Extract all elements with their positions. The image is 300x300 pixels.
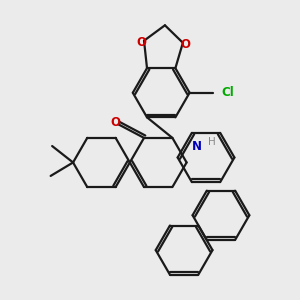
Text: H: H [208,137,216,148]
Text: Cl: Cl [221,86,234,99]
Text: O: O [136,36,147,49]
Text: O: O [110,116,120,129]
Text: N: N [192,140,202,152]
Text: O: O [180,38,190,51]
